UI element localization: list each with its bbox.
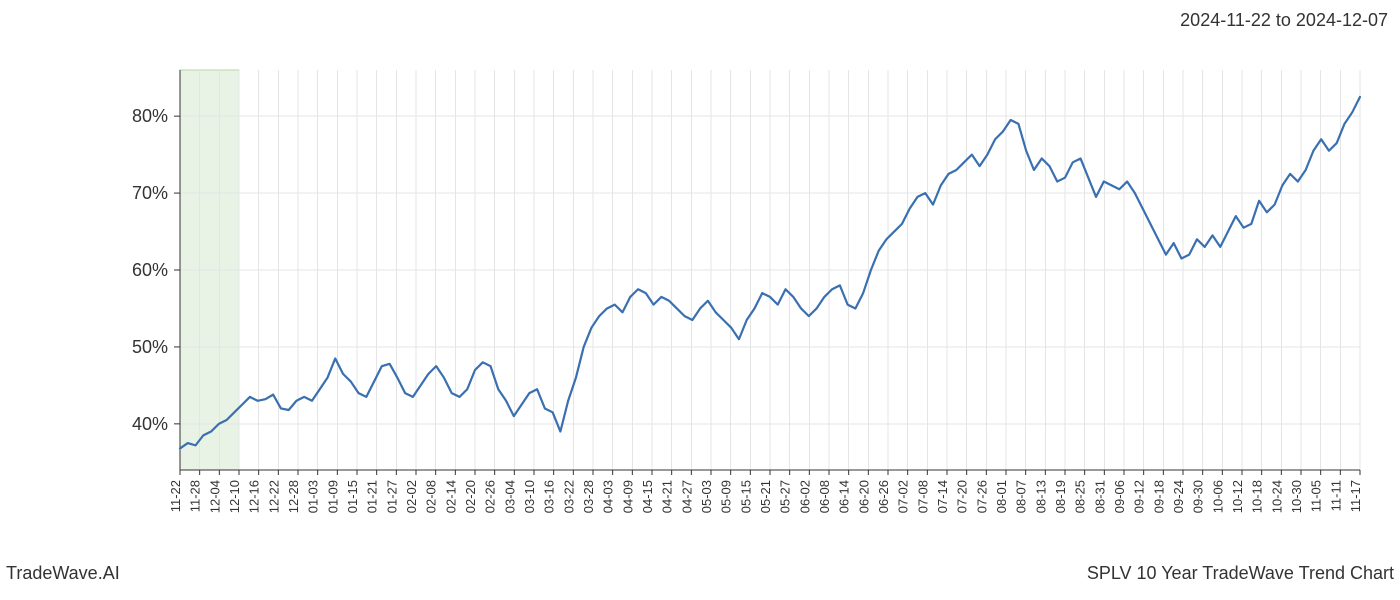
svg-text:02-14: 02-14 [443,480,458,513]
svg-text:03-16: 03-16 [542,480,557,513]
svg-text:10-18: 10-18 [1250,480,1265,513]
svg-text:04-27: 04-27 [679,480,694,513]
svg-text:06-14: 06-14 [837,480,852,513]
svg-text:04-21: 04-21 [660,480,675,513]
svg-text:01-03: 01-03 [306,480,321,513]
svg-text:40%: 40% [132,414,168,434]
svg-text:08-01: 08-01 [994,480,1009,513]
date-range-label: 2024-11-22 to 2024-12-07 [1180,10,1388,31]
svg-text:12-28: 12-28 [286,480,301,513]
svg-text:11-11: 11-11 [1328,480,1343,511]
svg-text:04-15: 04-15 [640,480,655,513]
svg-text:01-27: 01-27 [384,480,399,513]
svg-text:08-07: 08-07 [1014,480,1029,513]
svg-text:08-19: 08-19 [1053,480,1068,513]
svg-text:09-06: 09-06 [1112,480,1127,513]
svg-text:05-27: 05-27 [778,480,793,513]
svg-text:50%: 50% [132,337,168,357]
svg-text:04-09: 04-09 [620,480,635,513]
svg-text:10-30: 10-30 [1289,480,1304,513]
y-ticks: 40% 50% 60% 70% 80% [132,106,180,434]
svg-text:02-08: 02-08 [424,480,439,513]
svg-text:60%: 60% [132,260,168,280]
svg-text:12-04: 12-04 [207,480,222,513]
svg-text:06-20: 06-20 [856,480,871,513]
svg-text:80%: 80% [132,106,168,126]
svg-text:09-18: 09-18 [1151,480,1166,513]
svg-text:02-20: 02-20 [463,480,478,513]
svg-text:05-15: 05-15 [738,480,753,513]
x-ticks: 11-22 11-28 12-04 12-10 12-16 12-22 12-28 01-03… [168,470,1363,513]
svg-text:08-13: 08-13 [1033,480,1048,513]
svg-text:09-24: 09-24 [1171,480,1186,513]
svg-text:12-16: 12-16 [247,480,262,513]
chart-title: SPLV 10 Year TradeWave Trend Chart [1087,563,1394,584]
svg-text:03-10: 03-10 [522,480,537,513]
svg-text:05-09: 05-09 [719,480,734,513]
svg-text:10-06: 10-06 [1210,480,1225,513]
svg-text:07-26: 07-26 [974,480,989,513]
svg-text:07-08: 07-08 [915,480,930,513]
svg-text:01-15: 01-15 [345,480,360,513]
svg-text:09-30: 09-30 [1191,480,1206,513]
svg-text:03-04: 03-04 [502,480,517,513]
svg-text:10-12: 10-12 [1230,480,1245,513]
svg-text:01-21: 01-21 [365,480,380,513]
svg-text:11-05: 11-05 [1309,480,1324,512]
trend-chart: 40% 50% 60% 70% 80% 11-22 11-28 12-04 12-10 12-16… [0,40,1400,550]
svg-text:07-14: 07-14 [935,480,950,513]
svg-text:11-22: 11-22 [168,480,183,512]
svg-text:02-02: 02-02 [404,480,419,513]
svg-text:03-22: 03-22 [561,480,576,513]
svg-text:01-09: 01-09 [325,480,340,513]
svg-text:05-03: 05-03 [699,480,714,513]
svg-text:10-24: 10-24 [1269,480,1284,513]
svg-text:02-26: 02-26 [483,480,498,513]
svg-text:06-26: 06-26 [876,480,891,513]
brand-label: TradeWave.AI [6,563,120,584]
svg-text:11-28: 11-28 [188,480,203,512]
svg-text:06-02: 06-02 [797,480,812,513]
svg-text:09-12: 09-12 [1132,480,1147,513]
svg-text:04-03: 04-03 [601,480,616,513]
svg-text:11-17: 11-17 [1348,480,1363,512]
svg-text:12-22: 12-22 [266,480,281,513]
svg-text:05-21: 05-21 [758,480,773,513]
svg-text:07-02: 07-02 [896,480,911,513]
svg-text:06-08: 06-08 [817,480,832,513]
svg-text:70%: 70% [132,183,168,203]
svg-text:03-28: 03-28 [581,480,596,513]
svg-text:08-31: 08-31 [1092,480,1107,513]
svg-text:12-10: 12-10 [227,480,242,513]
svg-text:08-25: 08-25 [1073,480,1088,513]
svg-text:07-20: 07-20 [955,480,970,513]
